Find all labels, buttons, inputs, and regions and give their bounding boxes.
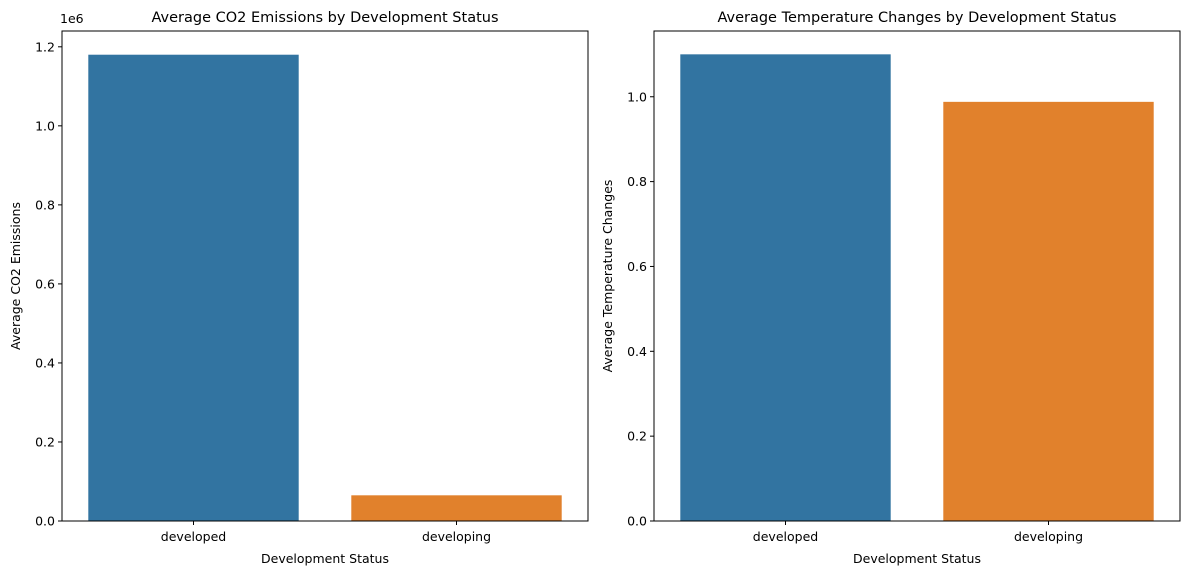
temperature-y-tick-label: 1.0 [627, 89, 647, 104]
co2-plot-frame [61, 30, 589, 522]
co2-chart: Average CO2 Emissions by Development Sta… [8, 10, 589, 566]
temperature-bar-developing [943, 101, 1154, 522]
co2-y-tick-label: 0.4 [35, 355, 55, 370]
temperature-bars [680, 54, 1154, 522]
temperature-x-axis-label: Development Status [853, 551, 981, 566]
temperature-y-tick-label: 0.4 [627, 344, 647, 359]
temperature-plot-frame [653, 30, 1181, 522]
temperature-chart: Average Temperature Changes by Developme… [600, 10, 1181, 566]
temperature-chart-title: Average Temperature Changes by Developme… [717, 10, 1116, 26]
co2-x-axis-label: Development Status [261, 551, 389, 566]
co2-y-tick-label: 1.0 [35, 118, 55, 133]
co2-y-ticks: 0.0 0.2 0.4 0.6 0.8 1.0 1.2 [35, 39, 62, 529]
temperature-bar-developed [680, 54, 891, 521]
temperature-y-axis-label: Average Temperature Changes [600, 180, 615, 373]
co2-chart-title: Average CO2 Emissions by Development Sta… [151, 10, 498, 26]
co2-x-tick-label: developing [422, 529, 491, 544]
co2-bars [88, 54, 562, 521]
co2-y-offset-label: 1e6 [60, 11, 84, 26]
temperature-x-ticks: developed developing [753, 521, 1083, 544]
co2-y-tick-label: 0.0 [35, 514, 55, 529]
co2-y-tick-label: 0.8 [35, 197, 55, 212]
co2-bar-developed [88, 54, 299, 521]
co2-x-tick-label: developed [161, 529, 226, 544]
co2-y-tick-label: 0.6 [35, 276, 55, 291]
co2-y-tick-label: 0.2 [35, 434, 55, 449]
co2-y-axis-label: Average CO2 Emissions [8, 202, 23, 350]
temperature-y-ticks: 0.0 0.2 0.4 0.6 0.8 1.0 [627, 89, 654, 529]
temperature-y-tick-label: 0.2 [627, 429, 647, 444]
co2-bar-developing [351, 495, 562, 521]
temperature-x-tick-label: developing [1014, 529, 1083, 544]
co2-x-ticks: developed developing [161, 521, 491, 544]
co2-y-tick-label: 1.2 [35, 39, 55, 54]
temperature-y-tick-label: 0.6 [627, 259, 647, 274]
temperature-x-tick-label: developed [753, 529, 818, 544]
temperature-y-tick-label: 0.0 [627, 514, 647, 529]
temperature-y-tick-label: 0.8 [627, 174, 647, 189]
